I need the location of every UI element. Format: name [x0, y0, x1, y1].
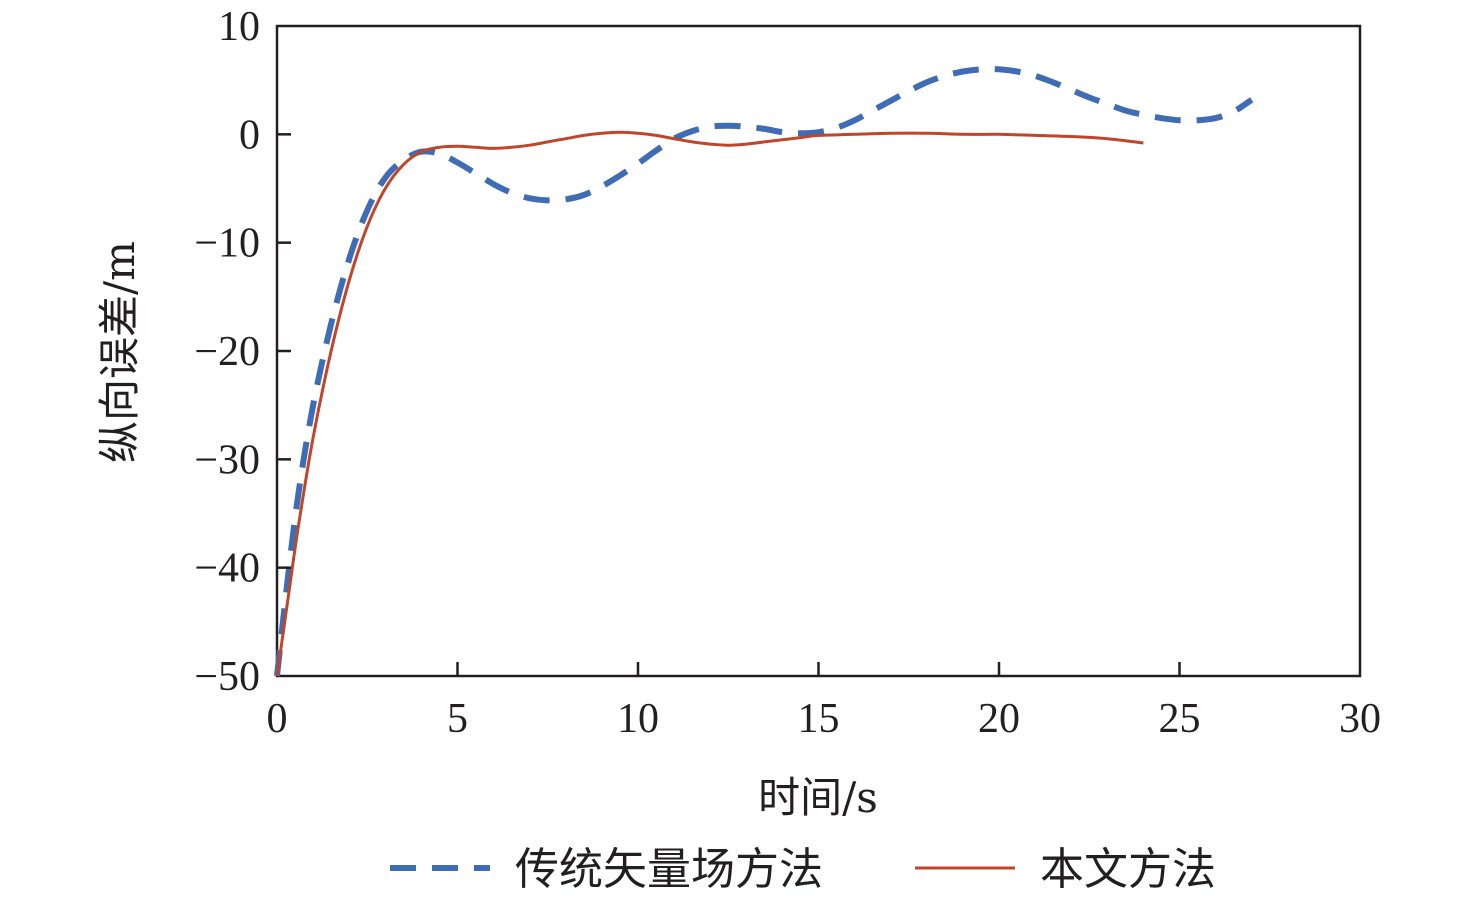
y-tick-label: −30 [194, 437, 260, 483]
plot-frame [275, 24, 1362, 678]
y-tick-label: −40 [194, 546, 260, 592]
x-tick-label: 15 [798, 696, 840, 742]
x-tick-label: 20 [978, 696, 1020, 742]
legend-label-proposed: 本文方法 [1040, 844, 1216, 895]
legend: 传统矢量场方法 本文方法 [390, 844, 1216, 895]
x-tick-label: 0 [267, 696, 288, 742]
legend-label-traditional: 传统矢量场方法 [515, 844, 823, 895]
series-line-proposed [275, 130, 1144, 677]
x-axis-ticks: 0 5 10 15 20 25 30 [267, 662, 1381, 742]
y-tick-label: −20 [194, 329, 260, 375]
series-line-traditional [274, 66, 1254, 677]
y-tick-label: −10 [194, 221, 260, 267]
x-tick-label: 5 [447, 696, 468, 742]
series-layer [274, 66, 1254, 677]
x-tick-label: 10 [617, 696, 659, 742]
y-tick-label: −50 [194, 654, 260, 700]
y-axis-label: 纵向误差/m [95, 241, 144, 463]
y-tick-label: 0 [239, 112, 260, 158]
x-axis-label: 时间/s [758, 773, 878, 822]
x-tick-label: 25 [1159, 696, 1201, 742]
y-tick-label: 10 [218, 4, 260, 50]
y-axis-ticks: 10 0 −10 −20 −30 −40 −50 [194, 4, 291, 700]
x-tick-label: 30 [1339, 696, 1381, 742]
